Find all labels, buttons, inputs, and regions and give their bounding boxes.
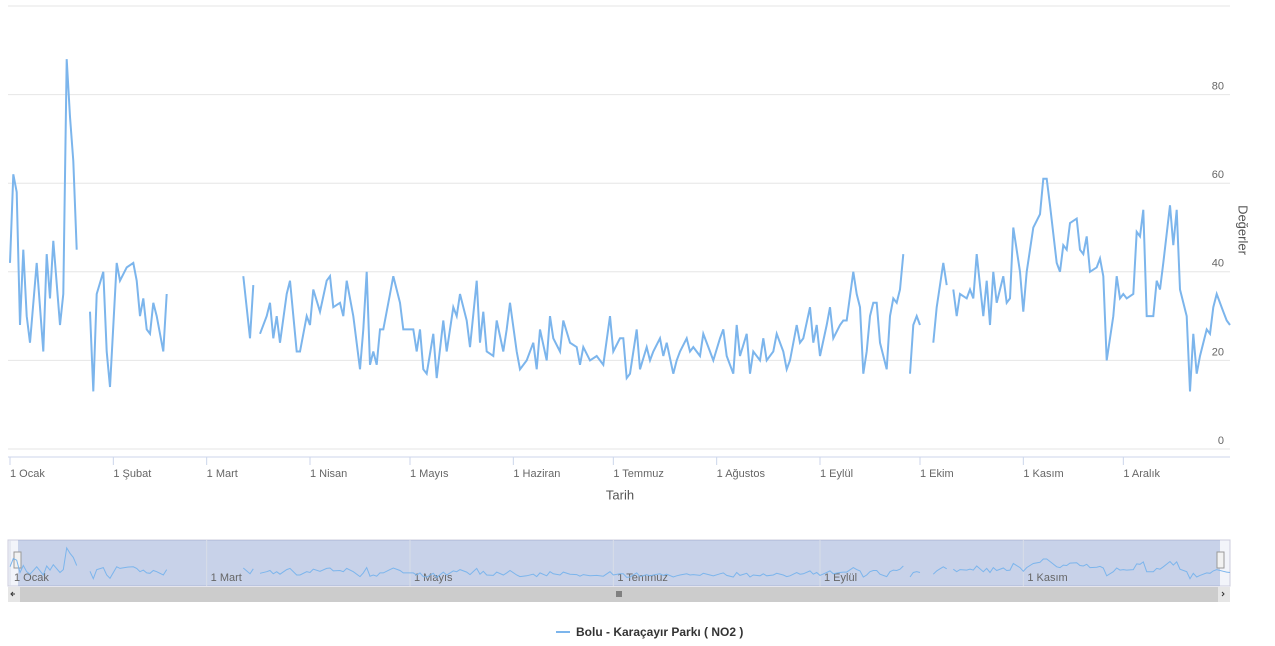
x-tick-label: 1 Şubat: [113, 468, 151, 480]
y-tick-label: 40: [1212, 258, 1224, 270]
x-tick-label: 1 Eylül: [820, 468, 853, 480]
navigator-handle[interactable]: [13, 551, 22, 569]
x-tick-label: 1 Ağustos: [717, 468, 766, 480]
legend-item[interactable]: Bolu - Karaçayır Parkı ( NO2 ): [576, 625, 743, 639]
x-tick-label: 1 Temmuz: [613, 468, 664, 480]
navigator-tick-label: 1 Mart: [211, 572, 242, 584]
x-tick-label: 1 Haziran: [513, 468, 560, 480]
scroll-grip: [616, 591, 622, 597]
x-tick-label: 1 Mart: [207, 468, 238, 480]
x-tick-label: 1 Kasım: [1023, 468, 1063, 480]
y-tick-label: 20: [1212, 346, 1224, 358]
x-tick-label: 1 Mayıs: [410, 468, 449, 480]
navigator-handle[interactable]: [1216, 551, 1225, 569]
navigator-line: [9, 546, 1231, 581]
x-tick-label: 1 Nisan: [310, 468, 347, 480]
x-tick-label: 1 Aralık: [1123, 468, 1160, 480]
scroll-arrow: [1221, 591, 1225, 597]
navigator-selection: [18, 540, 1220, 586]
y-tick-label: 80: [1212, 81, 1224, 93]
data-line: [9, 59, 1231, 392]
x-tick-label: 1 Ekim: [920, 468, 954, 480]
y-axis-title: Değerler: [1236, 205, 1251, 256]
navigator-tick-label: 1 Eylül: [824, 572, 857, 584]
x-tick-label: 1 Ocak: [10, 468, 45, 480]
y-tick-label: 60: [1212, 169, 1224, 181]
navigator-tick-label: 1 Kasım: [1027, 572, 1067, 584]
navigator-tick-label: 1 Mayıs: [414, 572, 453, 584]
navigator-tick-label: 1 Ocak: [14, 572, 49, 584]
x-axis-title: Tarih: [606, 487, 634, 502]
scroll-arrow: [10, 591, 15, 597]
y-tick-label: 0: [1218, 435, 1224, 447]
navigator-background: [7, 539, 1231, 587]
